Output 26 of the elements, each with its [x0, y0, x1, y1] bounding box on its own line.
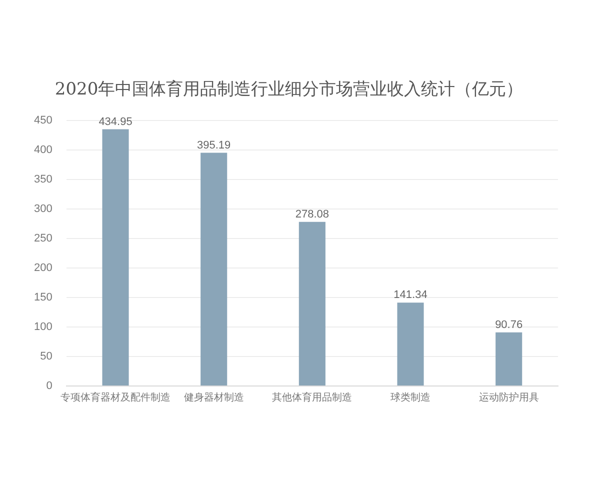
bar: [102, 129, 129, 386]
data-label: 395.19: [197, 139, 231, 152]
chart-title: 2020年中国体育用品制造行业细分市场营业收入统计（亿元）: [54, 80, 524, 100]
data-label: 141.34: [394, 289, 428, 302]
x-tick-label: 球类制造: [390, 392, 431, 404]
y-tick-label: 450: [34, 114, 52, 126]
y-tick-label: 0: [46, 380, 52, 392]
x-tick-label: 运动防护用具: [478, 392, 539, 404]
y-tick-label: 200: [34, 262, 52, 274]
y-tick-label: 100: [34, 321, 52, 334]
x-tick-label: 专项体育器材及配件制造: [60, 392, 171, 404]
y-tick-label: 50: [40, 350, 52, 363]
y-tick-label: 400: [34, 144, 52, 156]
bar: [200, 152, 228, 386]
y-tick-label: 150: [34, 292, 52, 304]
data-label: 434.95: [98, 116, 132, 128]
x-tick-label: 其他体育用品制造: [272, 392, 352, 404]
bar: [496, 332, 522, 386]
y-tick-label: 300: [34, 202, 52, 215]
bar: [298, 222, 326, 386]
data-label: 278.08: [295, 208, 330, 220]
x-tick-label: 健身器材制造: [184, 392, 244, 404]
y-tick-label: 350: [34, 173, 52, 186]
bar: [397, 302, 424, 386]
data-label: 90.76: [495, 318, 523, 331]
y-tick-label: 250: [34, 232, 52, 244]
